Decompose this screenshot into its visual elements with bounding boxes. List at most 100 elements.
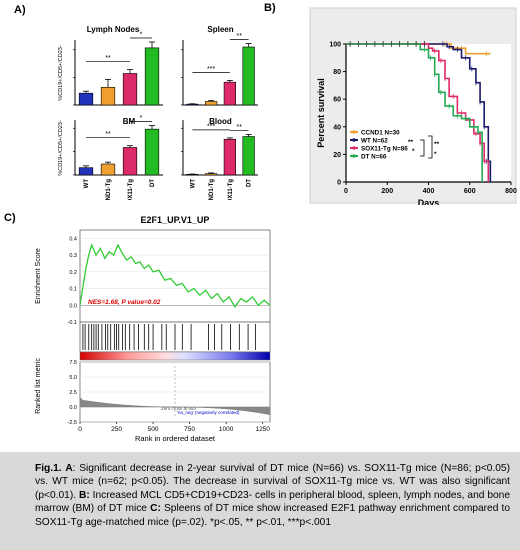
y-axis-label: Ranked list metric <box>35 358 42 414</box>
y-tick-label: 5.0 <box>69 375 77 381</box>
y-axis-label: %CD19+/CD5+/CD23- <box>58 45 64 100</box>
chart-title: Blood <box>209 117 232 126</box>
bar-wt <box>186 103 199 106</box>
y-axis-label: Percent survival <box>316 78 326 148</box>
survival-line-wt <box>346 43 492 182</box>
y-tick-label: 0.0 <box>69 303 77 309</box>
y-tick-label: 2.5 <box>69 390 77 396</box>
y-tick-label: -2.5 <box>68 420 77 426</box>
x-tick-label: 200 <box>381 188 393 195</box>
zero-cross-label: Zero cross at 650 <box>161 406 197 411</box>
category-label: SOX11-Tg <box>128 179 134 200</box>
y-axis-label: %CD19+/CD5+/CD23- <box>58 120 64 175</box>
bar-dt <box>144 47 160 106</box>
y-axis-label: Enrichment Score <box>35 248 42 304</box>
panel-label-c: C) <box>4 212 16 224</box>
significance-label: *** <box>207 123 215 130</box>
ranked-metric-area <box>79 396 271 415</box>
y-tick-label: -0.1 <box>68 320 77 326</box>
significance-label: *** <box>207 66 215 73</box>
y-tick-label: 7.5 <box>69 360 77 366</box>
chart-title: BM <box>123 117 136 126</box>
category-label: DT <box>150 179 156 187</box>
caption-b-text: Increased MCL CD5+CD19+CD23- cells in pe… <box>35 489 510 515</box>
legend-label: SOX11-Tg N=86 <box>361 146 408 153</box>
survival-chart: 0 200 400 600 800 0 20 40 60 80 100 Days Percent sur… <box>309 7 517 205</box>
x-tick-label: 0 <box>344 188 348 195</box>
category-label: WT <box>190 179 196 189</box>
y-tick-label: 40 <box>333 124 341 131</box>
category-label: WT <box>84 179 90 189</box>
panel-label-a: A) <box>14 4 26 16</box>
significance-label: ** <box>105 131 111 138</box>
x-tick-label: 500 <box>148 426 159 433</box>
gsea-title: E2F1_UP.V1_UP <box>141 215 210 225</box>
chart-title: Spleen <box>207 25 233 34</box>
legend-label: CCND1 N=30 <box>361 130 400 137</box>
significance-label: ** <box>237 124 243 131</box>
significance-bracket <box>428 135 433 159</box>
x-tick-label: 250 <box>111 426 122 433</box>
bar-sox11-tg <box>223 138 236 176</box>
es-plot-frame <box>79 229 271 323</box>
survival-line-ccnd1 <box>346 43 491 55</box>
x-tick-label: 0 <box>78 426 82 433</box>
negative-label: 'na_neg' (negatively correlated) <box>177 410 240 415</box>
y-tick-label: 0.3 <box>69 253 77 259</box>
caption-a-label: A <box>65 463 73 474</box>
panel-label-b: B) <box>264 2 276 14</box>
significance-label: ** <box>105 55 111 62</box>
caption-a-text: : Significant decrease in 2-year surviva… <box>35 463 510 501</box>
bar-dt <box>242 136 255 176</box>
x-axis-label: Rank in ordered dataset <box>135 434 216 443</box>
bar-dt <box>144 128 160 176</box>
bar-sox11-tg <box>223 81 236 106</box>
y-tick-label: 100 <box>329 42 341 49</box>
significance-label: * <box>140 115 143 122</box>
legend-marker <box>352 154 356 158</box>
y-tick-label: 0.4 <box>69 236 77 242</box>
caption-c-label: C: <box>150 503 161 515</box>
caption-c-text: Spleens of DT mice show increased E2F1 p… <box>35 503 510 528</box>
legend-marker <box>352 146 356 150</box>
significance-label: ** <box>237 33 243 40</box>
y-tick-label: 0.0 <box>69 405 77 411</box>
nes-annotation: NES=1.68, P value=0.02 <box>88 299 161 306</box>
category-label: CCND1-Tg <box>106 179 112 200</box>
x-tick-label: 400 <box>423 188 435 195</box>
caption-fig-label: Fig.1. <box>35 463 62 474</box>
y-tick-label: 0 <box>337 180 341 187</box>
y-tick-label: 80 <box>333 69 341 76</box>
chart-title: Lymph Nodes <box>87 25 140 34</box>
significance-bracket <box>420 139 425 157</box>
significance-label: ** <box>434 141 440 148</box>
caption-b-label: B: <box>78 489 90 501</box>
x-tick-label: 600 <box>464 188 476 195</box>
bar-dt <box>242 46 255 106</box>
survival-line-dt <box>346 43 483 182</box>
bar-wt <box>78 167 94 176</box>
bar-sox11-tg <box>122 73 138 106</box>
category-label: CCND1-Tg <box>209 179 215 200</box>
bar-charts-panel: Lymph Nodes***Spleen*****BM ***WT CCND1-Tg… <box>58 25 258 200</box>
bar-wt <box>78 92 94 106</box>
bar-ccnd1-tg <box>100 163 116 176</box>
x-axis-label: Days <box>418 198 440 205</box>
x-tick-label: 1000 <box>219 426 234 433</box>
legend-marker <box>352 138 356 142</box>
legend-marker <box>352 130 356 134</box>
enrichment-score-line <box>79 243 271 309</box>
legend-label: DT N=66 <box>361 154 387 161</box>
y-tick-label: 20 <box>333 152 341 159</box>
significance-label: * <box>434 151 437 158</box>
bar-ccnd1-tg <box>100 86 116 106</box>
category-label: DT <box>247 179 253 187</box>
significance-label: * <box>140 32 143 39</box>
bar-ccnd1-tg <box>205 173 218 176</box>
x-tick-label: 800 <box>505 188 517 195</box>
gsea-chart: E2F1_UP.V1_UP -0.1 0.0 0.1 0.2 0.3 0.4 NES=1.68… <box>35 215 271 443</box>
category-label: SOX11-Tg <box>228 179 234 200</box>
caption-background <box>0 452 520 550</box>
bar-ccnd1-tg <box>205 101 218 106</box>
significance-label: * <box>412 148 415 155</box>
